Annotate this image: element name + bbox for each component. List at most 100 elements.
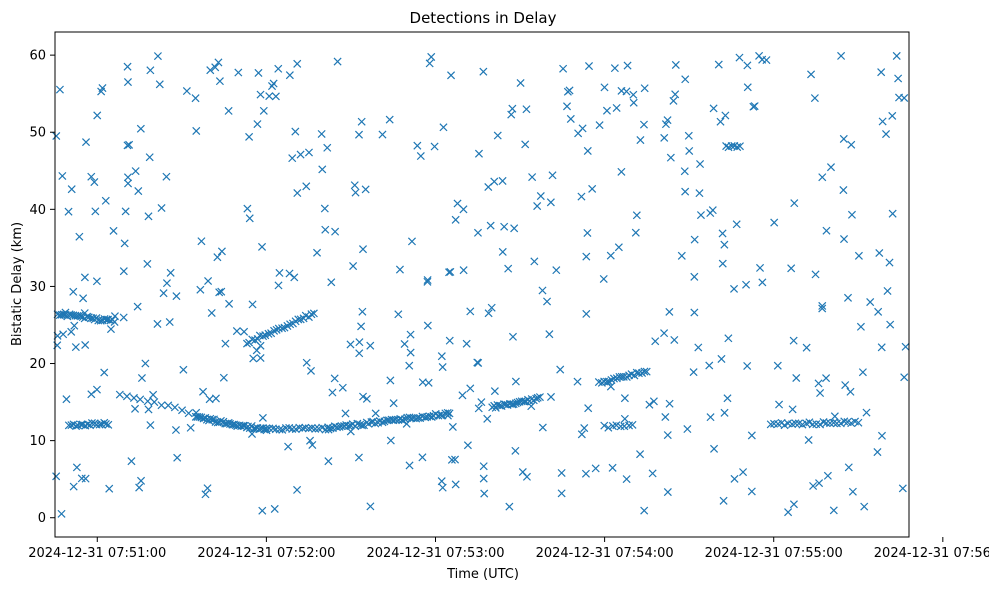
data-point-marker: [639, 120, 648, 129]
data-point-marker: [900, 93, 909, 103]
data-point-marker: [716, 117, 725, 126]
data-point-marker: [480, 489, 489, 498]
data-point-marker: [398, 415, 407, 424]
data-point-marker: [308, 440, 317, 450]
data-point-marker: [323, 143, 332, 152]
data-point-marker: [640, 367, 649, 376]
data-point-marker: [225, 299, 234, 308]
y-tick-label: 40: [29, 203, 46, 218]
data-point-marker: [888, 111, 897, 120]
data-point-marker: [710, 444, 719, 453]
data-point-marker: [386, 436, 395, 445]
data-point-marker: [681, 187, 690, 196]
data-point-marker: [313, 248, 322, 257]
data-point-marker: [747, 487, 756, 496]
data-point-marker: [477, 398, 486, 407]
data-point-marker: [400, 339, 409, 349]
data-point-marker: [311, 424, 320, 433]
y-tick-label: 0: [38, 511, 46, 526]
data-point-marker: [234, 68, 243, 77]
data-point-marker: [201, 490, 210, 499]
data-point-marker: [705, 361, 714, 370]
data-point-marker: [901, 342, 910, 351]
data-point-marker: [660, 329, 669, 338]
data-point-marker: [275, 268, 284, 277]
data-point-marker: [385, 115, 394, 124]
data-point-marker: [822, 374, 831, 383]
data-point-marker: [666, 153, 675, 162]
data-point-marker: [83, 420, 92, 429]
data-point-marker: [208, 415, 217, 424]
data-point-marker: [141, 359, 150, 368]
data-point-marker: [510, 224, 519, 233]
data-point-marker: [607, 375, 616, 385]
data-point-marker: [636, 136, 645, 145]
data-point-marker: [371, 409, 380, 418]
data-point-marker: [265, 424, 274, 433]
data-point-marker: [784, 508, 793, 517]
data-point-marker: [288, 424, 297, 434]
data-points: [52, 51, 910, 518]
data-point-marker: [447, 455, 456, 464]
data-point-marker: [254, 68, 263, 77]
x-tick-label: 2024-12-31 07:54:00: [536, 546, 674, 561]
data-point-marker: [119, 267, 128, 276]
data-point-marker: [355, 338, 364, 347]
data-point-marker: [81, 474, 90, 483]
data-point-marker: [645, 400, 654, 409]
data-point-marker: [206, 66, 215, 75]
data-point-marker: [274, 64, 283, 73]
data-point-marker: [819, 418, 828, 427]
data-point-marker: [504, 264, 513, 273]
data-point-marker: [351, 188, 360, 197]
data-point-marker: [182, 87, 191, 96]
data-point-marker: [405, 461, 414, 470]
data-point-marker: [95, 420, 104, 429]
data-point-marker: [228, 420, 237, 429]
data-point-marker: [216, 416, 225, 425]
data-point-marker: [224, 106, 233, 115]
data-point-marker: [500, 222, 509, 231]
data-point-marker: [577, 430, 586, 439]
data-point-marker: [57, 310, 66, 319]
data-point-marker: [407, 237, 416, 246]
data-point-marker: [522, 105, 531, 114]
data-point-marker: [665, 399, 674, 408]
data-point-marker: [773, 361, 782, 370]
data-point-marker: [789, 336, 798, 345]
data-point-marker: [256, 353, 265, 363]
data-point-marker: [730, 474, 739, 483]
data-point-marker: [858, 368, 867, 377]
data-point-marker: [326, 424, 335, 433]
data-point-marker: [192, 126, 201, 135]
data-point-marker: [123, 173, 132, 182]
data-point-marker: [609, 374, 619, 383]
data-point-marker: [583, 228, 592, 238]
y-axis-label: Bistatic Delay (km): [10, 222, 25, 346]
data-point-marker: [258, 413, 267, 422]
data-point-marker: [105, 484, 114, 493]
data-point-marker: [437, 477, 446, 486]
data-point-marker: [394, 310, 403, 319]
data-point-marker: [131, 404, 140, 413]
data-point-marker: [717, 354, 726, 363]
data-point-marker: [97, 87, 106, 96]
data-point-marker: [498, 176, 507, 185]
data-point-marker: [620, 414, 629, 423]
x-tick-label: 2024-12-31 07:53:00: [366, 546, 504, 561]
data-point-marker: [72, 463, 81, 472]
data-point-marker: [64, 421, 73, 430]
data-point-marker: [766, 420, 775, 429]
data-point-marker: [92, 385, 101, 394]
y-tick-label: 30: [29, 280, 46, 295]
data-point-marker: [207, 308, 216, 318]
data-point-marker: [162, 279, 171, 288]
data-point-marker: [559, 64, 568, 73]
data-point-marker: [446, 267, 455, 276]
data-point-marker: [669, 96, 678, 105]
data-point-marker: [665, 307, 674, 316]
data-point-marker: [597, 378, 606, 387]
data-point-marker: [197, 237, 206, 246]
